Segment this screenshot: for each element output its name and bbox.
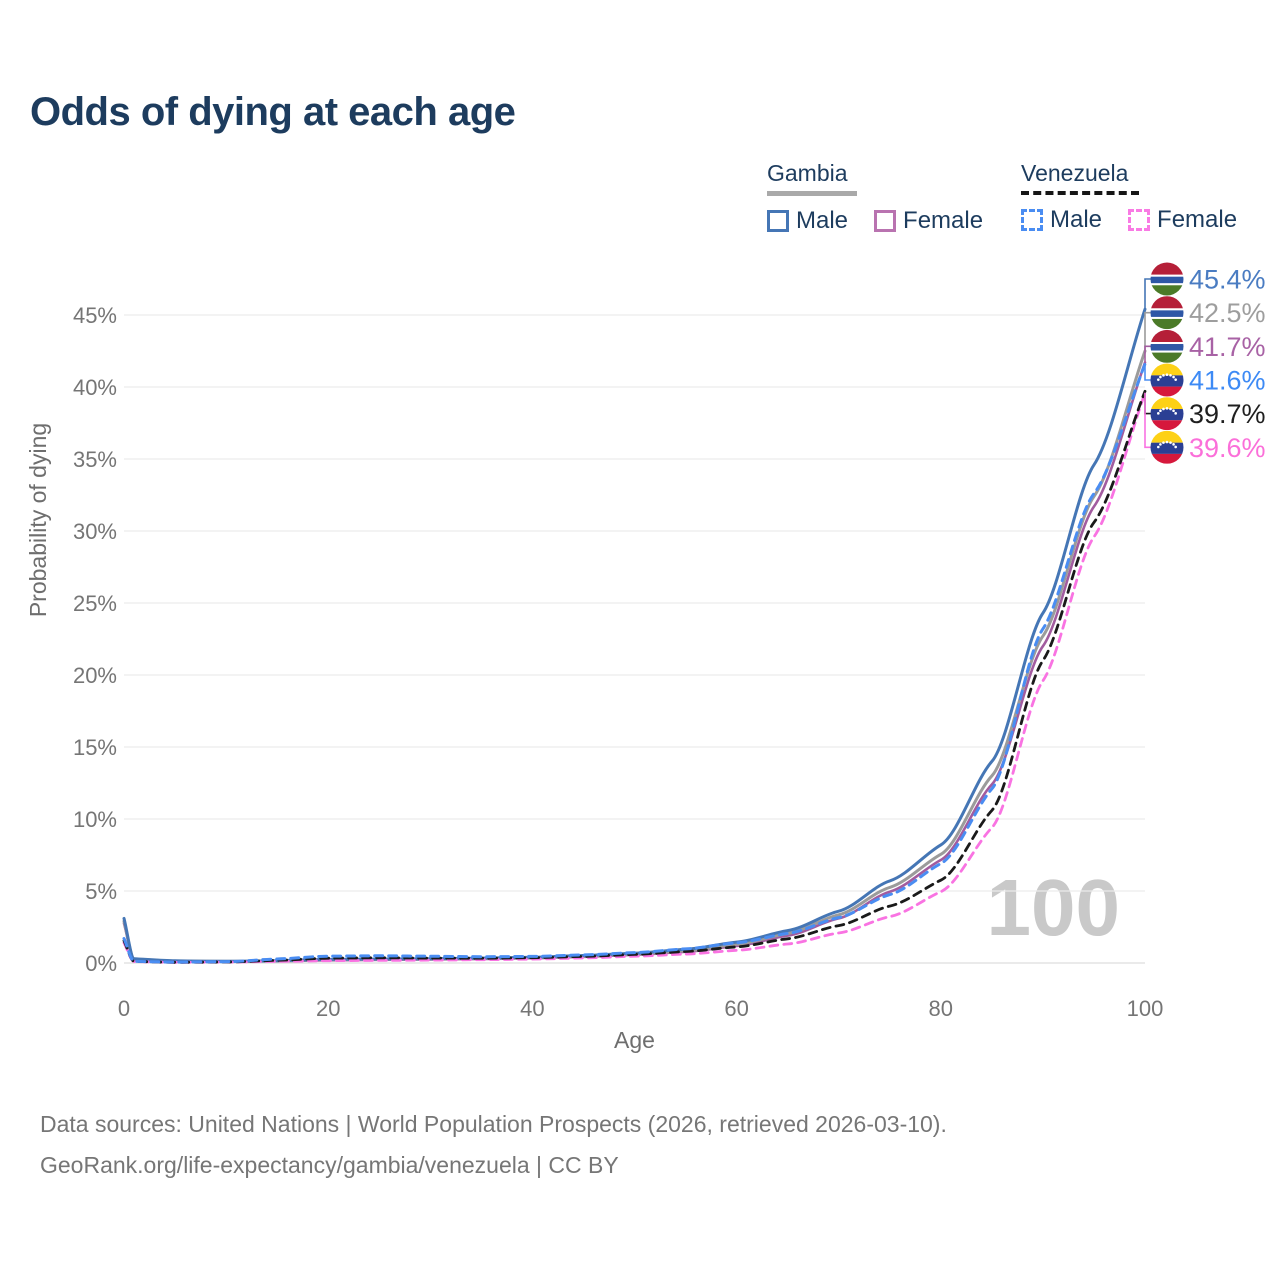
x-tick-label: 80 — [929, 996, 953, 1021]
legend-item-gambia-male[interactable]: Male — [767, 207, 848, 235]
y-tick-label: 30% — [73, 519, 117, 544]
end-label-value: 41.7% — [1189, 332, 1266, 362]
x-axis-title: Age — [614, 1027, 655, 1053]
legend-items-venezuela: Male Female — [1021, 206, 1237, 234]
x-tick-label: 20 — [316, 996, 340, 1021]
legend-item-venezuela-female[interactable]: Female — [1128, 206, 1237, 234]
series-line-gambia-both — [122, 349, 1147, 963]
gambia-flag-icon — [1150, 329, 1184, 363]
y-tick-label: 45% — [73, 303, 117, 328]
page-title: Odds of dying at each age — [30, 90, 516, 134]
data-sources-line: Data sources: United Nations | World Pop… — [40, 1111, 947, 1137]
y-tick-label: 5% — [85, 879, 117, 904]
gambia-flag-icon — [1150, 262, 1184, 296]
series-line-venezuela-male — [122, 362, 1147, 964]
y-tick-label: 25% — [73, 591, 117, 616]
end-label-leader — [1144, 278, 1151, 310]
venezuela-flag-icon — [1150, 363, 1184, 397]
series-line-gambia-male — [122, 307, 1147, 963]
end-label-value: 42.5% — [1189, 298, 1266, 328]
age-watermark: 100 — [986, 863, 1120, 952]
legend-item-label: Female — [903, 207, 984, 234]
attribution-line: GeoRank.org/life-expectancy/gambia/venez… — [40, 1152, 619, 1178]
venezuela-flag-icon — [1150, 397, 1184, 431]
y-tick-label: 35% — [73, 447, 117, 472]
x-tick-label: 100 — [1127, 996, 1164, 1021]
gambia-female-swatch-icon — [874, 210, 897, 232]
footer: Data sources: United Nations | World Pop… — [40, 1104, 947, 1186]
gambia-male-swatch-icon — [767, 210, 789, 232]
series-line-gambia-female — [122, 361, 1147, 963]
end-label-leader — [1144, 345, 1151, 363]
legend-item-label: Male — [796, 207, 849, 234]
venezuela-female-swatch-icon — [1128, 209, 1151, 231]
x-tick-label: 60 — [724, 996, 748, 1021]
legend-country-venezuela[interactable]: Venezuela — [1021, 160, 1237, 195]
legend-group-gambia: Gambia Male Female — [767, 160, 983, 235]
y-tick-label: 15% — [73, 735, 117, 760]
legend-item-gambia-female[interactable]: Female — [874, 207, 983, 235]
gambia-line-sample — [767, 191, 857, 196]
legend-group-venezuela: Venezuela Male Female — [1021, 160, 1237, 234]
legend-item-label: Male — [1050, 206, 1103, 233]
venezuela-male-swatch-icon — [1021, 209, 1043, 231]
y-tick-label: 20% — [73, 663, 117, 688]
end-label-value: 39.6% — [1189, 433, 1266, 463]
series-line-venezuela-female — [122, 391, 1147, 964]
legend-items-gambia: Male Female — [767, 207, 983, 235]
venezuela-flag-icon — [1150, 430, 1184, 464]
gambia-flag-icon — [1150, 296, 1184, 330]
end-label-leader — [1144, 311, 1151, 351]
y-tick-label: 10% — [73, 807, 117, 832]
legend-country-label: Venezuela — [1021, 160, 1129, 186]
end-label-value: 41.6% — [1189, 365, 1266, 395]
venezuela-line-sample — [1021, 191, 1139, 195]
x-tick-label: 40 — [520, 996, 544, 1021]
y-tick-label: 0% — [85, 951, 117, 976]
legend-item-venezuela-male[interactable]: Male — [1021, 206, 1102, 234]
end-label-value: 39.7% — [1189, 399, 1266, 429]
end-label-leader — [1144, 392, 1151, 449]
series-line-venezuela-both — [122, 389, 1147, 964]
end-label-leader — [1144, 391, 1151, 415]
y-axis-title: Probability of dying — [25, 423, 51, 617]
y-tick-label: 40% — [73, 375, 117, 400]
legend-country-label: Gambia — [767, 160, 848, 186]
end-label-value: 45.4% — [1189, 265, 1266, 295]
legend-country-gambia[interactable]: Gambia — [767, 160, 983, 196]
end-label-leader — [1144, 364, 1151, 381]
legend-item-label: Female — [1157, 206, 1238, 233]
x-tick-label: 0 — [118, 996, 130, 1021]
